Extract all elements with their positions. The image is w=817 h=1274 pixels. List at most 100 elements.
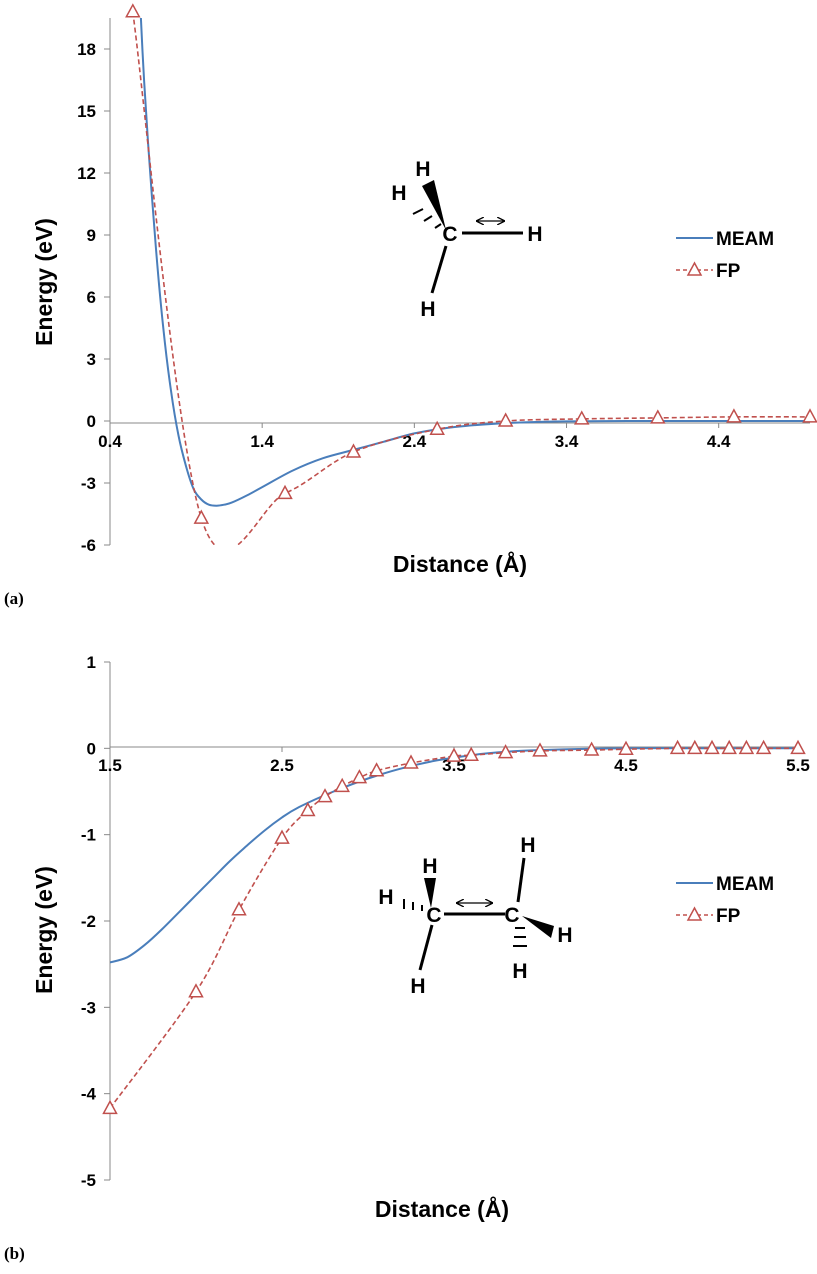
y-tick-label: 12 bbox=[77, 164, 96, 183]
data-point-fp bbox=[650, 409, 666, 424]
series-line-fp bbox=[110, 747, 798, 1109]
data-point-fp bbox=[403, 754, 419, 769]
y-tick-label: 15 bbox=[77, 102, 96, 121]
legend: MEAM FP bbox=[676, 229, 774, 282]
x-tick-label: 2.4 bbox=[403, 432, 427, 451]
data-point-fp bbox=[317, 788, 333, 803]
data-point-fp bbox=[193, 509, 210, 524]
series-line-meam bbox=[139, 18, 810, 507]
wedge-bond-left bbox=[424, 878, 436, 908]
legend-marker-fp bbox=[686, 906, 703, 921]
y-axis-label: Energy (eV) bbox=[31, 218, 57, 346]
data-point-fp bbox=[274, 829, 290, 844]
y-tick-label: -3 bbox=[81, 474, 96, 493]
x-tick-label: 0.4 bbox=[98, 432, 122, 451]
panel-label-a: (a) bbox=[4, 589, 24, 608]
data-point-fp bbox=[802, 408, 817, 423]
y-tick-label: -1 bbox=[81, 826, 96, 845]
y-tick-label: -5 bbox=[81, 1171, 96, 1190]
y-tick-label: -3 bbox=[81, 998, 96, 1017]
y-ticks: 18 15 12 9 6 3 0 -3 -6 bbox=[77, 40, 110, 555]
data-point-fp bbox=[790, 739, 806, 755]
atom-h-top: H bbox=[415, 158, 430, 181]
wedge-bond-right bbox=[522, 916, 554, 938]
atom-h-left-top: H bbox=[422, 855, 437, 878]
data-point-fp bbox=[368, 762, 385, 777]
x-tick-label: 4.4 bbox=[707, 432, 731, 451]
data-point-fp bbox=[188, 983, 204, 998]
data-point-fp bbox=[704, 739, 720, 755]
series-line-fp bbox=[132, 18, 811, 545]
x-tick-label: 2.5 bbox=[270, 756, 294, 775]
data-point-fp bbox=[726, 408, 742, 423]
x-ticks: 0.4 1.4 2.4 3.4 4.4 bbox=[98, 423, 731, 451]
y-tick-label: 1 bbox=[87, 653, 96, 672]
x-tick-label: 1.4 bbox=[250, 432, 274, 451]
data-point-fp bbox=[463, 746, 479, 761]
legend-label-meam: MEAM bbox=[716, 229, 774, 250]
data-point-fp bbox=[125, 3, 141, 18]
chart-panel-a: 18 15 12 9 6 3 0 -3 -6 0.4 1.4 2.4 3.4 4.4 Distance … bbox=[4, 3, 817, 608]
atom-h-left-left: H bbox=[378, 886, 393, 909]
series-line-meam bbox=[110, 747, 798, 964]
panel-label-b: (b) bbox=[4, 1244, 25, 1263]
x-axis-label: Distance (Å) bbox=[375, 1195, 509, 1222]
atom-c: C bbox=[442, 223, 457, 246]
y-tick-label: 0 bbox=[87, 739, 96, 758]
atom-h-bottom: H bbox=[420, 298, 435, 321]
x-tick-label: 3.4 bbox=[555, 432, 579, 451]
series-layer bbox=[102, 739, 806, 1115]
data-point-fp bbox=[669, 739, 686, 755]
ethane-molecule-diagram: H H C H H C H H bbox=[378, 834, 572, 998]
series-layer bbox=[125, 3, 817, 545]
y-tick-label: 9 bbox=[87, 226, 96, 245]
y-axis-label: Energy (eV) bbox=[31, 866, 57, 994]
hash-bond bbox=[412, 208, 442, 229]
chart-panel-b: 10-1-2-3-4-5 1.5 2.5 3.5 4.5 5.5 Distance (Å… bbox=[4, 653, 810, 1263]
data-point-fp bbox=[102, 1099, 118, 1115]
methane-molecule-diagram: H H C H H bbox=[391, 158, 542, 321]
y-tick-label: -6 bbox=[81, 536, 96, 555]
data-point-fp bbox=[532, 742, 548, 757]
x-axis-label: Distance (Å) bbox=[393, 550, 527, 577]
legend-marker-fp bbox=[686, 261, 703, 276]
hash-bond-right bbox=[513, 927, 527, 947]
legend-label-meam: MEAM bbox=[716, 874, 774, 895]
data-point-fp bbox=[497, 412, 514, 427]
bond-c-h-right-up bbox=[516, 857, 526, 903]
bond-c-h-left-down bbox=[418, 924, 434, 971]
data-point-fp bbox=[738, 739, 755, 755]
data-point-fp bbox=[334, 777, 350, 793]
atom-h-right: H bbox=[527, 223, 542, 246]
y-tick-label: -2 bbox=[81, 912, 96, 931]
atom-h-right-top: H bbox=[520, 834, 535, 857]
atom-c-right: C bbox=[504, 904, 519, 927]
bond-c-h-down bbox=[430, 245, 448, 294]
atom-c-left: C bbox=[426, 904, 441, 927]
data-point-fp bbox=[573, 410, 590, 425]
y-tick-label: 3 bbox=[87, 350, 96, 369]
data-point-fp bbox=[583, 741, 600, 756]
x-tick-label: 5.5 bbox=[786, 756, 810, 775]
data-point-fp bbox=[277, 484, 293, 500]
data-point-fp bbox=[429, 420, 445, 436]
x-tick-label: 1.5 bbox=[98, 756, 122, 775]
data-point-fp bbox=[351, 769, 368, 784]
legend-label-fp: FP bbox=[716, 261, 741, 282]
atom-h-right-bottom: H bbox=[512, 960, 527, 983]
data-point-fp bbox=[300, 801, 316, 817]
y-tick-label: 0 bbox=[87, 412, 96, 431]
wedge-bond bbox=[422, 180, 446, 230]
data-point-fp bbox=[618, 740, 634, 755]
data-point-fp bbox=[497, 744, 514, 759]
y-ticks: 1 0 -1 -2 -3 -4 -5 bbox=[81, 653, 110, 1190]
x-tick-label: 4.5 bbox=[614, 756, 638, 775]
hash-bond-left bbox=[403, 899, 423, 911]
legend-label-fp: FP bbox=[716, 906, 741, 927]
y-tick-label: -4 bbox=[81, 1085, 97, 1104]
atom-h-right-right: H bbox=[557, 924, 572, 947]
atom-h-left: H bbox=[391, 182, 406, 205]
y-tick-label: 18 bbox=[77, 40, 96, 59]
data-point-fp bbox=[687, 739, 703, 755]
